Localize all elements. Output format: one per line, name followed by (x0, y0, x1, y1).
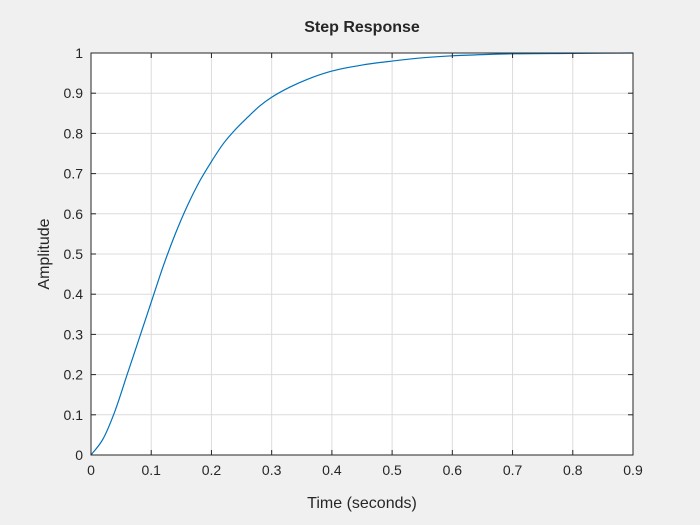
y-tick-label: 0.3 (64, 326, 84, 342)
x-tick-label: 0.3 (262, 462, 282, 478)
y-axis-label: Amplitude (36, 218, 53, 289)
x-tick-label: 0.6 (443, 462, 463, 478)
y-tick-label: 0.4 (64, 286, 84, 302)
chart-title: Step Response (304, 19, 420, 36)
step-response-line (90, 52, 634, 456)
x-tick-label: 0.5 (382, 462, 402, 478)
tick-labels: 0 0.1 0.2 0.3 0.4 0.5 0.6 0.7 0.8 0.9 0 0.1 0.2 0.3 0.… (64, 45, 643, 478)
y-tick-label: 0 (75, 447, 83, 463)
y-tick-label: 0.1 (64, 407, 84, 423)
x-tick-label: 0.4 (322, 462, 342, 478)
x-tick-label: 0.2 (202, 462, 222, 478)
y-tick-label: 1 (75, 45, 83, 61)
y-tick-label: 0.7 (64, 166, 84, 182)
x-tick-label: 0 (87, 462, 95, 478)
grid (91, 53, 633, 455)
x-tick-label: 0.8 (563, 462, 583, 478)
x-axis-label: Time (seconds) (307, 495, 417, 512)
y-tick-label: 0.8 (64, 125, 84, 141)
x-tick-label: 0.7 (503, 462, 523, 478)
y-tick-label: 0.5 (64, 246, 84, 262)
x-tick-label: 0.1 (141, 462, 161, 478)
y-tick-label: 0.9 (64, 85, 84, 101)
y-tick-label: 0.2 (64, 367, 84, 383)
series-layer (90, 52, 634, 456)
x-tick-label: 0.9 (623, 462, 643, 478)
ticks (90, 52, 634, 456)
y-tick-label: 0.6 (64, 206, 84, 222)
